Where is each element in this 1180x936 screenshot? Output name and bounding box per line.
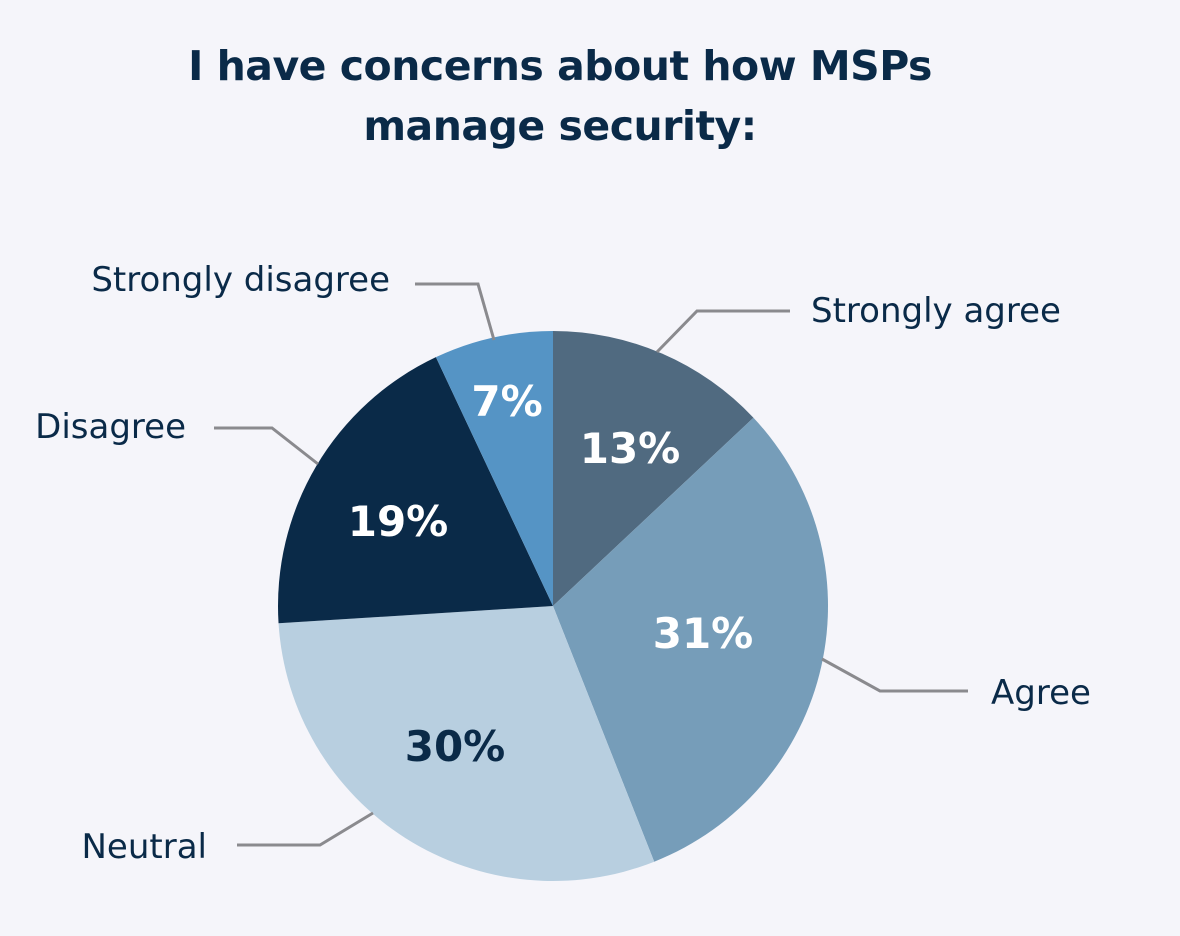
leader-line-neutral bbox=[237, 811, 374, 847]
data-label-agree: 31% bbox=[653, 609, 754, 658]
pie-slice-disagree bbox=[278, 357, 553, 624]
pie-slice-strongly-agree bbox=[553, 331, 754, 606]
category-label-strongly-disagree: Strongly disagree bbox=[91, 260, 390, 300]
chart-title: I have concerns about how MSPs manage sec… bbox=[188, 42, 932, 150]
leader-line-strongly-disagree bbox=[415, 282, 496, 341]
category-label-strongly-agree: Strongly agree bbox=[811, 291, 1061, 331]
leader-line-agree bbox=[821, 657, 968, 693]
data-label-neutral: 30% bbox=[405, 722, 506, 771]
data-label-strongly-disagree: 7% bbox=[471, 377, 542, 426]
pie-slice-agree bbox=[553, 417, 828, 862]
category-label-agree: Agree bbox=[991, 673, 1091, 713]
category-label-neutral: Neutral bbox=[82, 827, 208, 867]
category-label-disagree: Disagree bbox=[35, 407, 186, 447]
leader-line-strongly-agree bbox=[655, 309, 790, 354]
leader-line-disagree bbox=[214, 426, 319, 466]
pie-slice-strongly-disagree bbox=[435, 331, 553, 606]
data-label-disagree: 19% bbox=[348, 497, 449, 546]
data-label-strongly-agree: 13% bbox=[580, 424, 681, 473]
